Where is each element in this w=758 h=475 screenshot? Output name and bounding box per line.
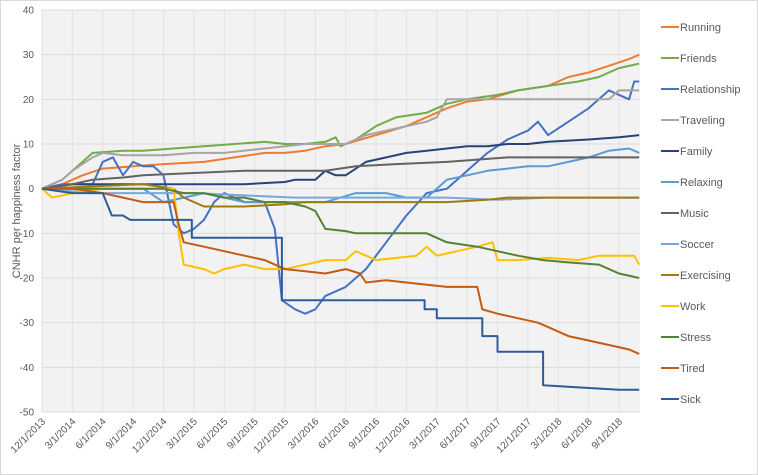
- series-line-family: [41, 134, 640, 190]
- series-line-tired: [42, 187, 640, 355]
- y-tick-label: 20: [23, 95, 35, 106]
- legend-label: Family: [680, 146, 713, 158]
- y-tick-label: -20: [20, 274, 35, 285]
- series-line-stress: [42, 187, 640, 279]
- legend-label: Music: [680, 208, 709, 220]
- legend-label: Work: [680, 301, 706, 313]
- legend-label: Traveling: [680, 115, 725, 127]
- series-line-exercising: [41, 183, 640, 208]
- legend-label: Relaxing: [680, 177, 723, 189]
- legend-label: Relationship: [680, 84, 741, 96]
- y-tick-label: 10: [23, 140, 35, 151]
- legend-label: Tired: [680, 363, 705, 375]
- legend-label: Running: [680, 22, 721, 34]
- y-tick-label: -10: [20, 229, 35, 240]
- y-tick-label: -30: [20, 318, 35, 329]
- y-tick-label: -50: [20, 408, 35, 419]
- plot-area: [42, 10, 640, 412]
- series-line-traveling: [41, 89, 640, 190]
- legend-label: Sick: [680, 394, 701, 406]
- legend-label: Soccer: [680, 239, 715, 251]
- series-lines: [41, 53, 641, 391]
- y-axis-ticks: 40 30 20 10 0 -10 -20 -30 -40 -50: [20, 6, 35, 419]
- y-tick-label: -40: [20, 363, 35, 374]
- legend-label: Friends: [680, 53, 717, 65]
- y-tick-label: 0: [28, 184, 34, 195]
- y-tick-label: 30: [23, 50, 35, 61]
- series-line-friends: [41, 62, 640, 190]
- legend-label: Stress: [680, 332, 712, 344]
- y-tick-label: 40: [23, 6, 35, 17]
- series-line-sick: [41, 187, 640, 391]
- gridlines: [41, 9, 640, 413]
- legend-label: Exercising: [680, 270, 731, 282]
- y-axis-title: CNHR per happiness factor: [11, 143, 23, 278]
- series-line-relationship: [41, 80, 640, 315]
- legend: Running Friends Relationship Traveling Famil…: [661, 22, 741, 406]
- series-line-running: [41, 53, 640, 190]
- series-line-music: [41, 156, 640, 190]
